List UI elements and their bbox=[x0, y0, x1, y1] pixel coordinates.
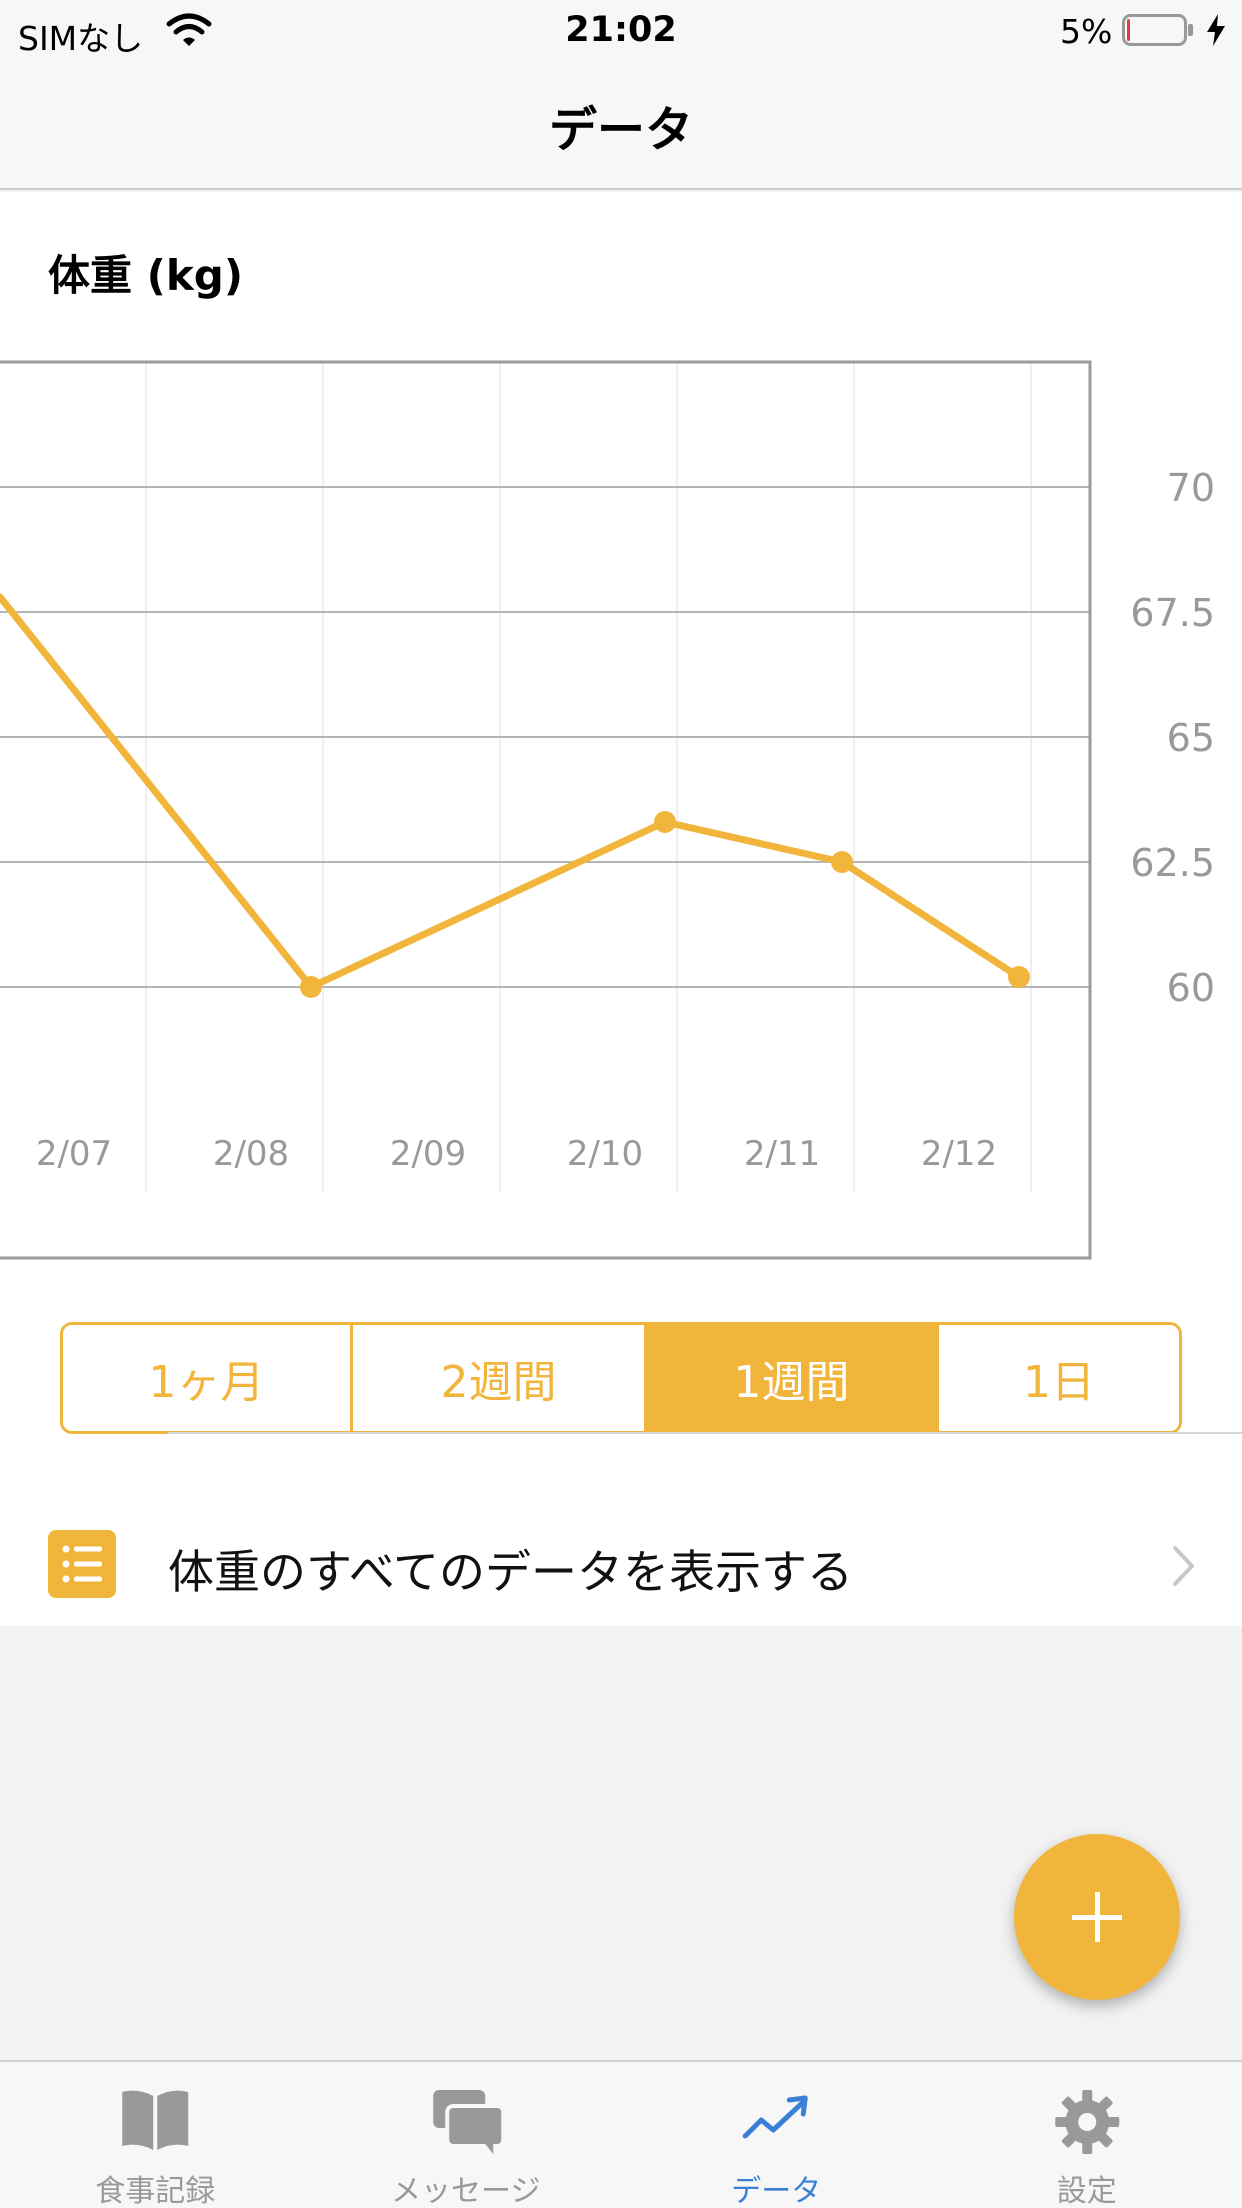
carrier-label: SIMなし bbox=[18, 19, 144, 58]
data-point[interactable] bbox=[654, 811, 676, 833]
range-option-1-month[interactable]: 1ヶ月 bbox=[63, 1325, 353, 1431]
data-point[interactable] bbox=[831, 851, 853, 873]
battery-icon bbox=[1122, 14, 1193, 46]
clock: 21:02 bbox=[565, 10, 677, 50]
x-tick-label: 2/12 bbox=[921, 1134, 997, 1174]
status-bar: SIMなし 21:02 5% bbox=[0, 0, 1242, 60]
wifi-icon bbox=[166, 13, 212, 46]
data-point[interactable] bbox=[300, 976, 322, 998]
battery-level bbox=[1127, 19, 1130, 41]
y-tick-label: 70 bbox=[1167, 466, 1215, 510]
series-line bbox=[0, 593, 1023, 991]
tab-label: データ bbox=[731, 2174, 822, 2208]
range-option-1-day[interactable]: 1日 bbox=[939, 1325, 1179, 1431]
book-icon bbox=[122, 2090, 189, 2150]
show-all-weight-data-label: 体重のすべてのデータを表示する bbox=[168, 1545, 853, 1599]
tab-label: 食事記録 bbox=[95, 2174, 216, 2208]
tab-label: メッセージ bbox=[391, 2174, 541, 2208]
charging-bolt-icon bbox=[1207, 14, 1225, 46]
weight-chart[interactable]: 2/07 2/08 2/09 2/10 2/11 2/12 70 67.5 65 62.5 60 bbox=[0, 360, 1242, 1260]
show-all-weight-data-row[interactable]: 体重のすべてのデータを表示する bbox=[0, 1502, 1242, 1624]
tab-label: 設定 bbox=[1056, 2174, 1117, 2208]
chart-frame bbox=[0, 360, 1092, 1260]
weight-card: 体重 (kg) 2/07 2/08 2/09 2/10 2/11 2/12 70 67.5 6… bbox=[0, 192, 1242, 1626]
tab-settings[interactable]: 設定 bbox=[932, 2062, 1242, 2208]
x-tick-label: 2/09 bbox=[390, 1134, 466, 1174]
plus-icon bbox=[1072, 1892, 1122, 1942]
tab-bar: 食事記録 メッセージ データ bbox=[0, 2060, 1242, 2208]
y-tick-label: 62.5 bbox=[1130, 841, 1215, 885]
chat-bubbles-icon bbox=[432, 2090, 505, 2154]
gear-icon bbox=[1054, 2090, 1119, 2154]
y-tick-label: 67.5 bbox=[1130, 591, 1215, 635]
list-icon bbox=[48, 1530, 116, 1598]
tab-data[interactable]: データ bbox=[621, 2062, 932, 2208]
page-title: データ bbox=[548, 102, 693, 158]
y-tick-label: 65 bbox=[1167, 716, 1215, 760]
tab-meal-log[interactable]: 食事記録 bbox=[0, 2062, 311, 2208]
range-option-1-week[interactable]: 1週間 bbox=[647, 1325, 939, 1431]
trend-chart-icon bbox=[742, 2095, 808, 2139]
add-entry-button[interactable] bbox=[1014, 1834, 1180, 2000]
range-selector: 1ヶ月 2週間 1週間 1日 bbox=[60, 1322, 1182, 1434]
x-tick-label: 2/11 bbox=[744, 1134, 820, 1174]
tab-messages[interactable]: メッセージ bbox=[311, 2062, 622, 2208]
y-tick-label: 60 bbox=[1167, 966, 1215, 1010]
x-tick-label: 2/07 bbox=[36, 1134, 112, 1174]
x-tick-label: 2/10 bbox=[567, 1134, 643, 1174]
data-point[interactable] bbox=[1008, 966, 1030, 988]
row-divider bbox=[168, 1432, 1242, 1434]
chevron-right-icon bbox=[1173, 1546, 1194, 1586]
x-tick-label: 2/08 bbox=[213, 1134, 289, 1174]
battery-percent: 5% bbox=[1060, 12, 1113, 51]
chart-title: 体重 (kg) bbox=[48, 251, 244, 300]
navigation-bar: データ bbox=[0, 60, 1242, 190]
range-option-2-weeks[interactable]: 2週間 bbox=[353, 1325, 647, 1431]
